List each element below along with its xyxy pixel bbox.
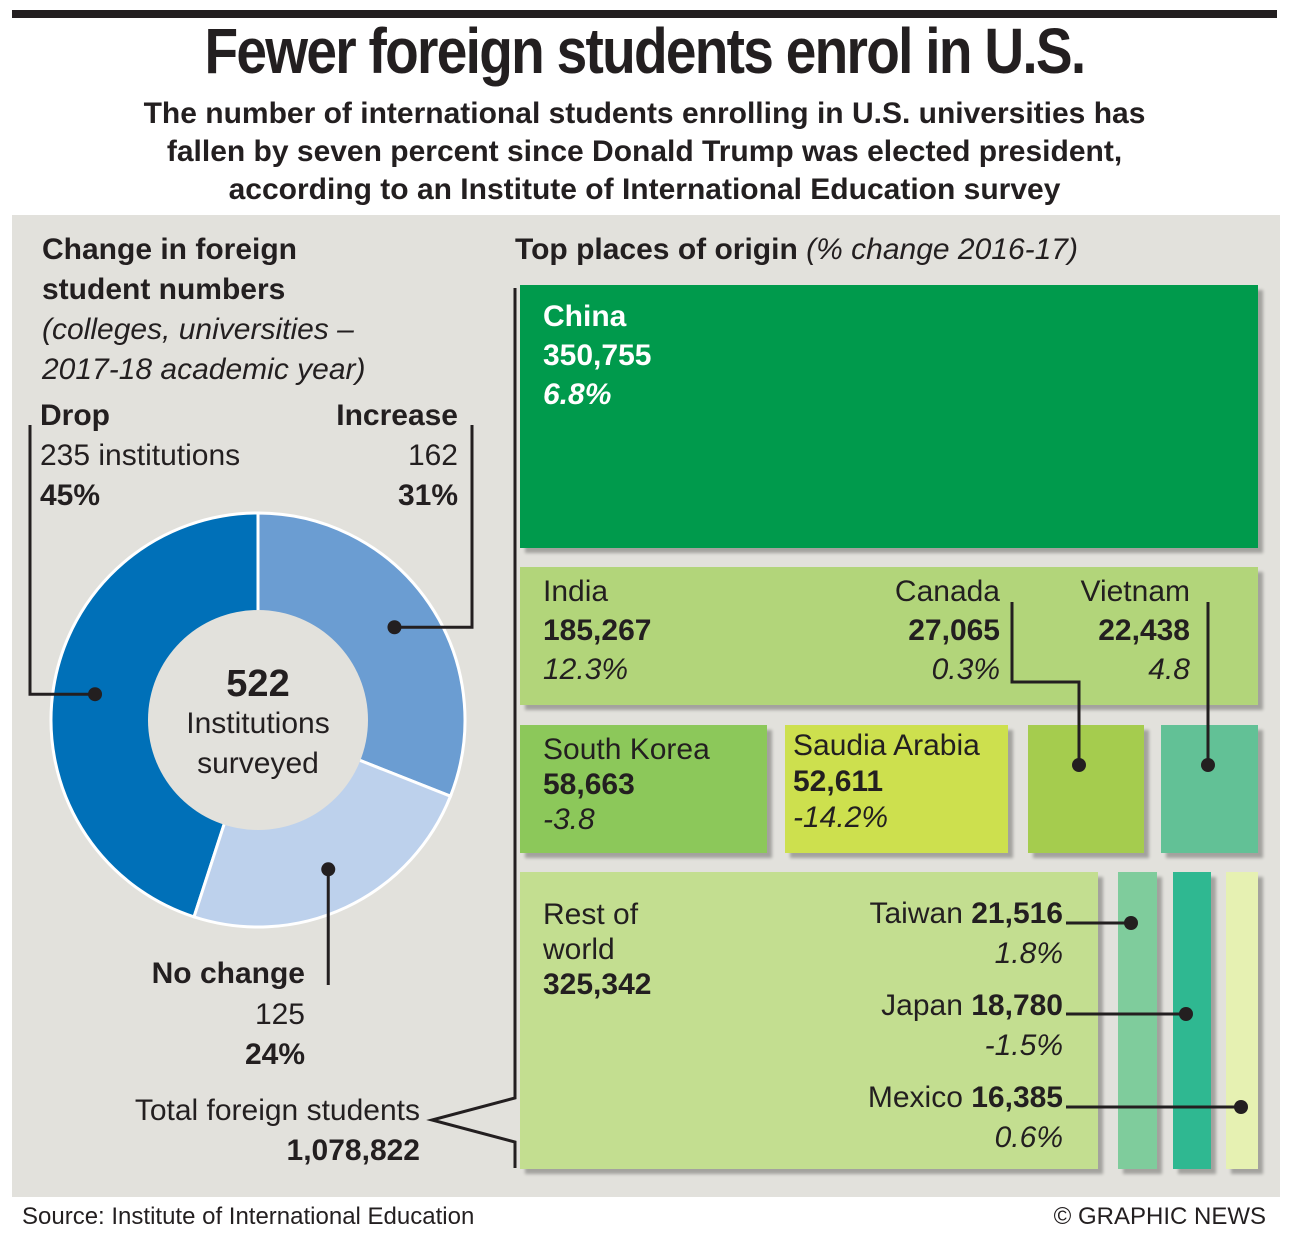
taiwan-name: Taiwan bbox=[869, 897, 963, 930]
center-label-line: surveyed bbox=[197, 747, 319, 780]
increase-segment-dot bbox=[387, 620, 402, 635]
center-label-line: Institutions bbox=[186, 707, 330, 740]
japan-value: 18,780 bbox=[971, 989, 1063, 1022]
canada-leader-line bbox=[1010, 602, 1081, 765]
vietnam-value: 22,438 bbox=[1098, 614, 1190, 647]
chart-title: Fewer foreign students enrol in U.S. bbox=[204, 15, 1087, 87]
top-rule bbox=[12, 10, 1277, 18]
drop-leader-line bbox=[28, 425, 96, 696]
right-heading-text: Top places of origin bbox=[515, 233, 798, 266]
china-name: China bbox=[543, 300, 627, 333]
total-bracket bbox=[426, 288, 517, 1168]
subtitle-line: The number of international students enr… bbox=[143, 97, 1146, 130]
japan-change: -1.5% bbox=[984, 1029, 1063, 1062]
india-name: India bbox=[543, 575, 609, 608]
left-heading-line: Change in foreign bbox=[42, 233, 297, 266]
india-value: 185,267 bbox=[543, 614, 652, 647]
no-change-label: No change bbox=[151, 957, 305, 990]
japan-name: Japan bbox=[881, 989, 963, 1022]
mexico-value: 16,385 bbox=[971, 1081, 1063, 1114]
rest-of-world-name: Rest of world bbox=[543, 897, 683, 967]
taiwan-label: Taiwan 21,516 bbox=[760, 895, 1064, 932]
south-korea-value: 58,663 bbox=[543, 768, 635, 801]
rest-of-world-name-text: Rest of world bbox=[543, 898, 639, 966]
saudi-arabia-change: -14.2% bbox=[793, 801, 889, 834]
mexico-leader-dot bbox=[1234, 1100, 1248, 1114]
india-group-block bbox=[520, 567, 1258, 705]
drop-percent: 45% bbox=[40, 479, 101, 512]
mexico-change: 0.6% bbox=[994, 1121, 1063, 1154]
subtitle-line: according to an Institute of Internation… bbox=[228, 173, 1061, 206]
canada-name: Canada bbox=[894, 575, 1000, 608]
canada-value: 27,065 bbox=[908, 614, 1000, 647]
no-change-percent: 24% bbox=[244, 1038, 305, 1071]
china-value: 350,755 bbox=[543, 339, 652, 372]
saudi-arabia-value: 52,611 bbox=[793, 765, 884, 798]
saudi-arabia-name: Saudia Arabia bbox=[793, 729, 980, 762]
drop-count: 235 institutions bbox=[40, 439, 241, 472]
left-heading-line: student numbers bbox=[42, 273, 286, 306]
japan-block bbox=[1173, 872, 1211, 1169]
credit-note: © GRAPHIC NEWS bbox=[1053, 1203, 1266, 1230]
chart-subtitle: The number of international students enr… bbox=[20, 95, 1269, 209]
japan-label: Japan 18,780 bbox=[760, 987, 1063, 1024]
canada-change: 0.3% bbox=[931, 653, 1000, 686]
mexico-label: Mexico 16,385 bbox=[760, 1079, 1063, 1116]
canada-leader-dot bbox=[1072, 758, 1086, 772]
no-change-count: 125 bbox=[254, 998, 305, 1031]
subtitle-line: fallen by seven percent since Donald Tru… bbox=[166, 135, 1123, 168]
increase-leader-line bbox=[394, 425, 474, 629]
drop-segment-dot bbox=[88, 687, 103, 702]
increase-percent: 31% bbox=[397, 479, 458, 512]
rest-of-world-block bbox=[520, 872, 1098, 1169]
vietnam-name: Vietnam bbox=[1080, 575, 1190, 608]
center-value: 522 bbox=[226, 663, 290, 705]
no-change-segment-dot bbox=[321, 862, 336, 877]
left-note-line: 2017-18 academic year) bbox=[42, 353, 366, 386]
increase-label: Increase bbox=[336, 399, 458, 432]
south-korea-change: -3.8 bbox=[543, 803, 595, 836]
total-value: 1,078,822 bbox=[286, 1134, 420, 1167]
total-label: Total foreign students bbox=[134, 1094, 420, 1127]
japan-leader-dot bbox=[1179, 1007, 1193, 1021]
china-block bbox=[520, 285, 1258, 548]
mexico-name: Mexico bbox=[867, 1081, 963, 1114]
saudi-arabia-block bbox=[785, 725, 1008, 853]
right-heading: Top places of origin (% change 2016-17) bbox=[515, 232, 1078, 268]
donut-hole bbox=[148, 610, 368, 830]
mexico-block bbox=[1226, 872, 1258, 1169]
south-korea-block bbox=[520, 725, 767, 853]
china-change: 6.8% bbox=[543, 378, 612, 411]
right-heading-note: (% change 2016-17) bbox=[806, 233, 1078, 266]
canada-block bbox=[1028, 725, 1144, 853]
taiwan-value: 21,516 bbox=[971, 897, 1063, 930]
increase-count: 162 bbox=[407, 439, 458, 472]
drop-label: Drop bbox=[40, 399, 110, 432]
taiwan-change: 1.8% bbox=[994, 937, 1063, 970]
left-note-line: (colleges, universities – bbox=[42, 313, 354, 346]
source-note: Source: Institute of International Educa… bbox=[22, 1203, 475, 1230]
vietnam-change: 4.8 bbox=[1148, 653, 1190, 686]
india-change: 12.3% bbox=[543, 653, 629, 686]
vietnam-leader-dot bbox=[1201, 758, 1215, 772]
south-korea-name: South Korea bbox=[543, 733, 710, 766]
rest-of-world-value: 325,342 bbox=[543, 968, 652, 1001]
taiwan-leader-dot bbox=[1124, 916, 1138, 930]
